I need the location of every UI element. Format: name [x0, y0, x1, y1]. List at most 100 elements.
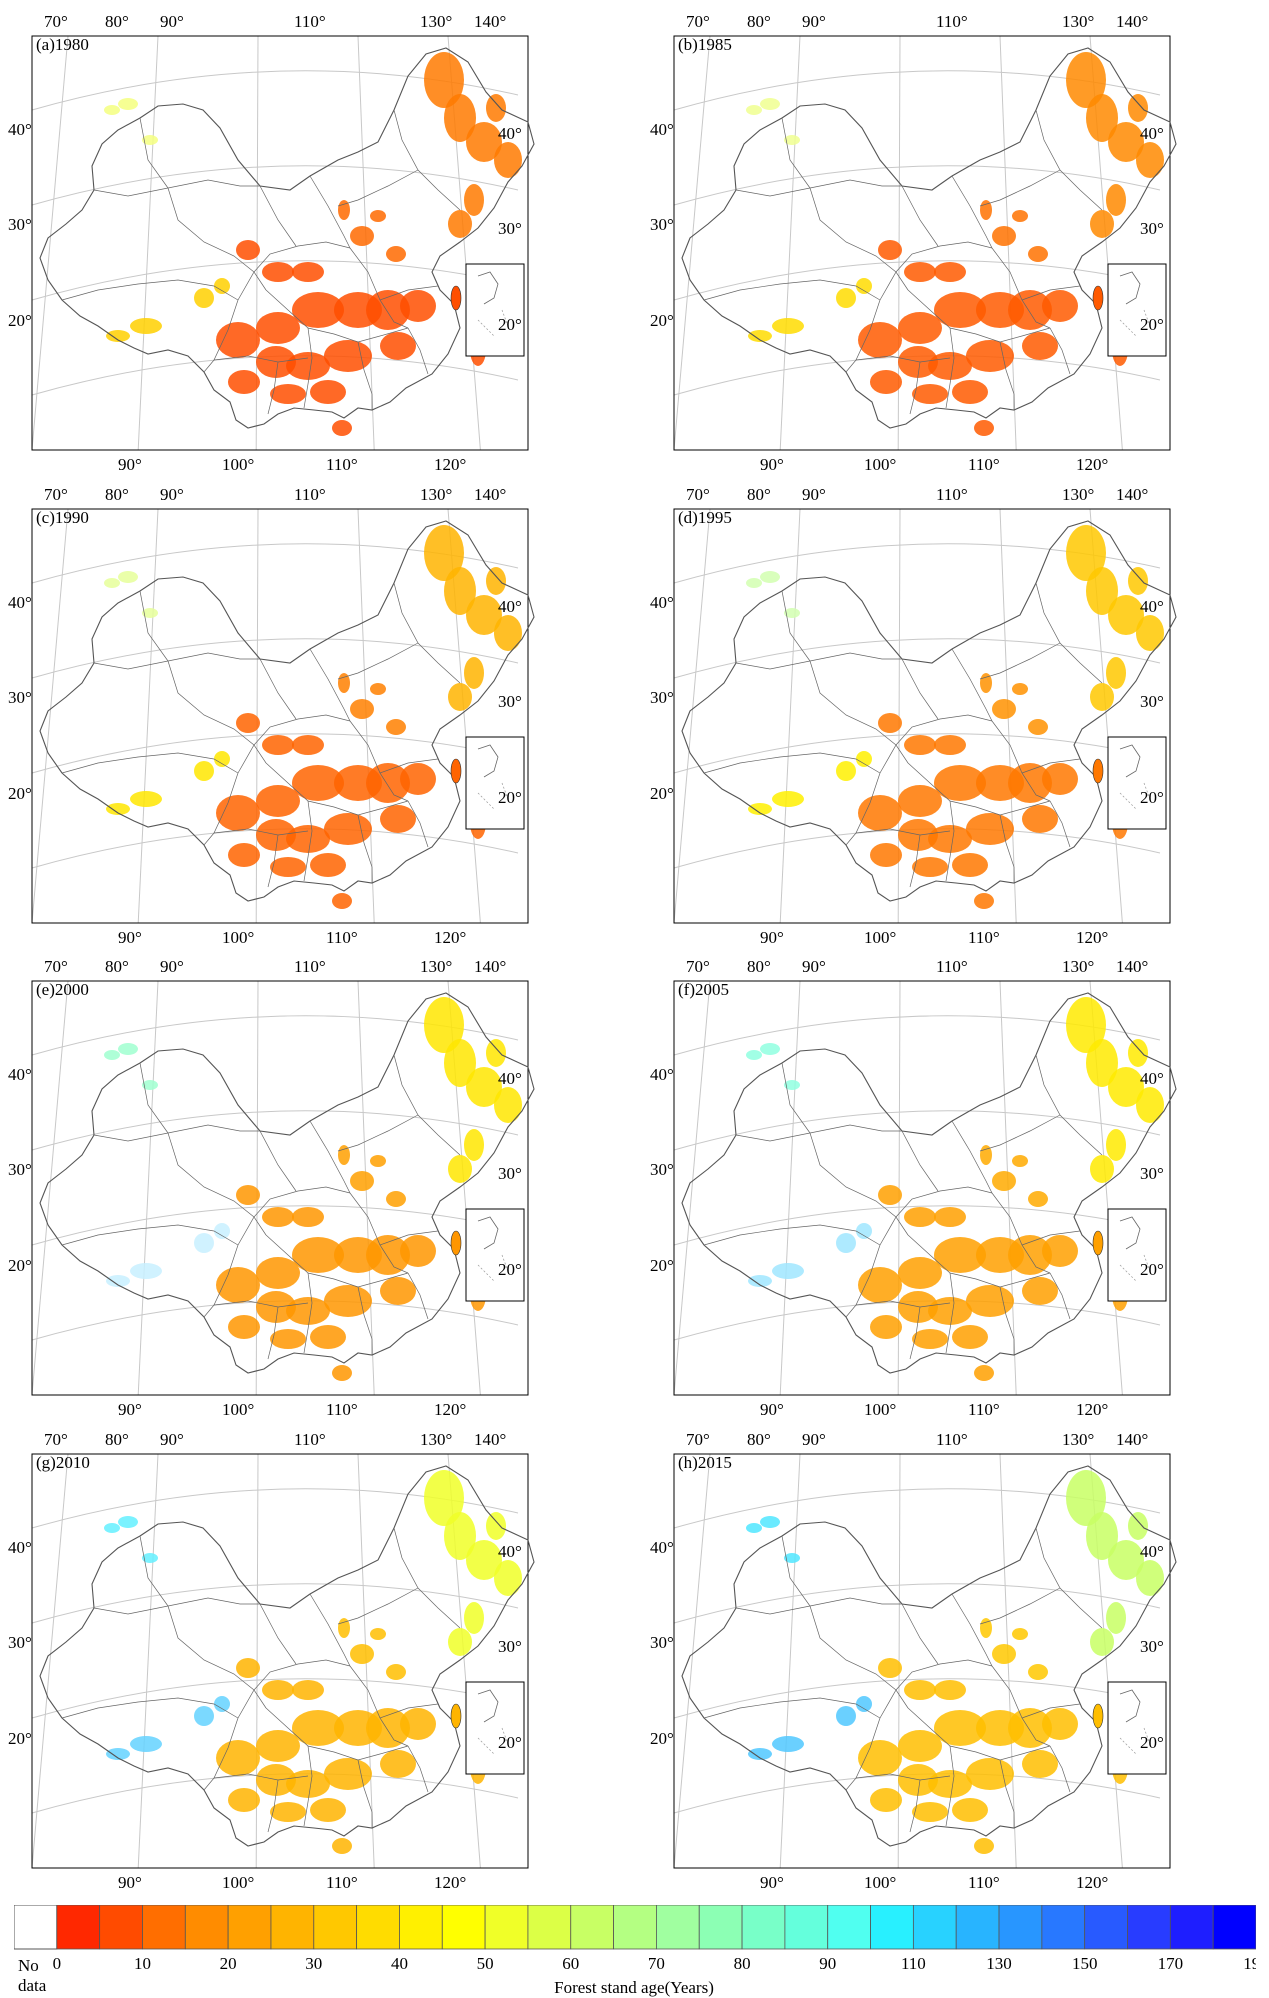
lon-label-top: 110° [936, 12, 968, 31]
lon-label-top: 110° [936, 1430, 968, 1449]
china-boundary [39, 520, 535, 902]
forest-patch [310, 853, 346, 877]
lat-label-right: 40° [498, 124, 522, 143]
legend-no-data-swatch [14, 1905, 58, 1950]
lon-label-top: 110° [294, 485, 326, 504]
forest-patch [952, 380, 988, 404]
forest-patch [310, 1325, 346, 1349]
lon-label-top: 70° [686, 485, 710, 504]
forest-patch [1128, 1512, 1148, 1540]
province-boundaries [703, 109, 1103, 415]
forest-patch [1106, 1129, 1126, 1161]
forest-patch [772, 318, 804, 334]
forest-patch [992, 226, 1016, 246]
forest-patch [856, 278, 872, 294]
forest-patch [974, 1838, 994, 1854]
lat-label-left: 30° [650, 688, 674, 707]
lat-label-right: 20° [1140, 1260, 1164, 1279]
taiwan [1092, 1703, 1104, 1729]
forest-patch [974, 1365, 994, 1381]
forest-patch [350, 226, 374, 246]
forest-patch [270, 384, 306, 404]
lon-label-top: 70° [44, 12, 68, 31]
graticule [673, 508, 1161, 924]
forest-patch [324, 340, 372, 372]
china-boundary [681, 520, 1177, 902]
lat-label-left: 40° [650, 1538, 674, 1557]
lon-label-bottom: 100° [864, 1873, 896, 1892]
forest-patch [1028, 1664, 1048, 1680]
lat-label-left: 20° [8, 1729, 32, 1748]
forest-patch [380, 332, 416, 360]
forest-patch [878, 1658, 902, 1678]
legend-tick-label: 170 [1158, 1954, 1184, 1973]
lon-label-top: 140° [474, 12, 506, 31]
forest-patch [904, 1680, 936, 1700]
forest-patch [256, 819, 296, 851]
forest-patch [952, 1325, 988, 1349]
legend-swatch [527, 1905, 572, 1950]
lat-label-right: 40° [1140, 597, 1164, 616]
map-frame [31, 1453, 529, 1869]
map-svg: (d)1995 70° 80° 90° 110° 130° 140° 90° 100° 110° 1… [650, 485, 1177, 947]
forest-patch [1136, 1560, 1164, 1596]
forest-patch [1042, 763, 1078, 795]
lat-label-right: 30° [498, 1637, 522, 1656]
forest-patch [262, 735, 294, 755]
forest-patch [486, 567, 506, 595]
panel-title: (f)2005 [678, 980, 729, 999]
map-frame [673, 35, 1171, 451]
forest-patch [1128, 1039, 1148, 1067]
lat-label-left: 40° [650, 593, 674, 612]
lon-label-bottom: 120° [1076, 928, 1108, 947]
forest-patch [858, 795, 902, 831]
forest-patch [858, 1740, 902, 1776]
lat-label-left: 40° [8, 593, 32, 612]
forest-patch [400, 1235, 436, 1267]
forest-patch [1008, 1235, 1052, 1275]
map-svg: (c)1990 70° 80° 90° 110° 130° 140° 90° 100° 110° 1… [8, 485, 535, 947]
forest-patch [928, 825, 972, 853]
forest-patch [448, 1155, 472, 1183]
lat-label-right: 40° [1140, 1542, 1164, 1561]
forest-patch [324, 1758, 372, 1790]
south-china-sea-inset [465, 263, 525, 357]
lon-label-top: 110° [936, 485, 968, 504]
lat-label-right: 40° [1140, 1069, 1164, 1088]
forest-patch [1008, 763, 1052, 803]
map-svg: (a)1980 70° 80° 90° 110° 130° 140° 90° 100° 110° 1… [8, 12, 535, 474]
lon-label-bottom: 90° [760, 1400, 784, 1419]
lon-label-top: 80° [105, 1430, 129, 1449]
forest-patch [142, 1553, 158, 1563]
legend-no-data-label: data [18, 1976, 47, 1995]
lon-label-top: 110° [294, 12, 326, 31]
forest-patch [214, 278, 230, 294]
forest-patch [464, 1129, 484, 1161]
lon-label-top: 130° [420, 485, 452, 504]
forest-patch [1066, 997, 1106, 1053]
forest-patch [194, 761, 214, 781]
forest-patch [236, 1658, 260, 1678]
forest-patch [350, 1171, 374, 1191]
forest-patch [784, 135, 800, 145]
map-panel: (b)1985 70° 80° 90° 110° 130° 140° 90° 100° 110° 1… [650, 10, 1184, 474]
map-frame [31, 980, 529, 1396]
legend-tick-label: 10 [134, 1954, 151, 1973]
map-panel: (a)1980 70° 80° 90° 110° 130° 140° 90° 100° 110° 1… [8, 10, 542, 474]
legend-swatch [998, 1905, 1043, 1950]
forest-patch [934, 765, 986, 801]
province-boundaries [61, 1054, 461, 1360]
legend-swatch [1169, 1905, 1214, 1950]
forest-patch [130, 318, 162, 334]
lon-label-top: 90° [802, 12, 826, 31]
legend-tick-label: 0 [53, 1954, 62, 1973]
forest-patch [118, 571, 138, 583]
forest-patch [856, 751, 872, 767]
panel-title: (h)2015 [678, 1453, 732, 1472]
lon-label-bottom: 100° [864, 1400, 896, 1419]
map-svg: (h)2015 70° 80° 90° 110° 130° 140° 90° 100° 110° 1… [650, 1430, 1177, 1892]
lon-label-top: 110° [294, 957, 326, 976]
forest-patch [966, 1758, 1014, 1790]
lon-label-bottom: 90° [118, 1873, 142, 1892]
